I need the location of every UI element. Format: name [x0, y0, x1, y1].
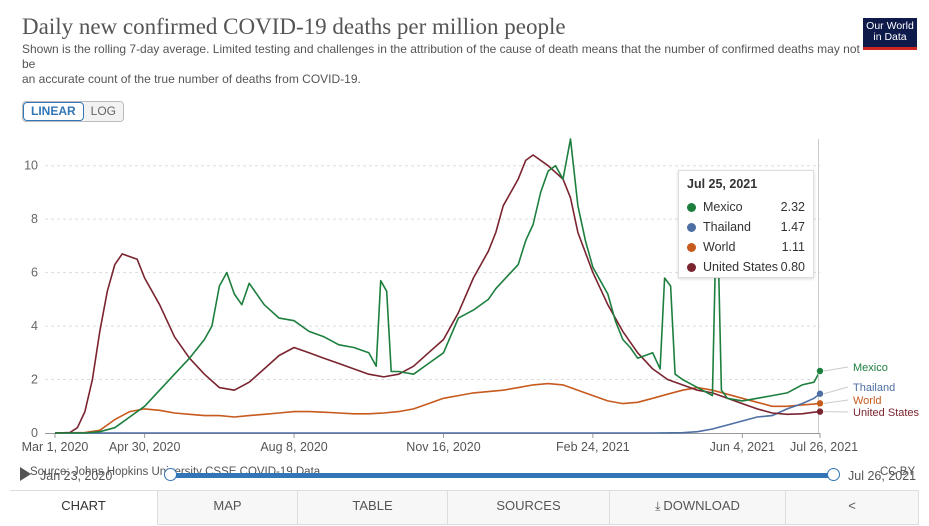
- series-end-marker: [817, 368, 823, 374]
- x-tick-label: Jun 4, 2021: [710, 440, 775, 454]
- share-button[interactable]: <: [786, 491, 919, 525]
- x-tick-label: Mar 1, 2020: [22, 440, 89, 454]
- tooltip-series-value: 2.32: [781, 200, 805, 214]
- legend-dot-icon: [687, 263, 696, 272]
- legend-dot-icon: [687, 223, 696, 232]
- series-end-marker: [817, 391, 823, 397]
- y-tick-label: 2: [31, 373, 38, 387]
- series-end-label: Thailand: [853, 382, 895, 394]
- y-tick-label: 6: [31, 266, 38, 280]
- x-tick-label: Apr 30, 2020: [109, 440, 181, 454]
- tab-bar: CHART MAP TABLE SOURCES ⤓DOWNLOAD <: [10, 490, 919, 526]
- legend-dot-icon: [687, 203, 696, 212]
- tooltip-series-name: World: [703, 240, 782, 254]
- download-label: DOWNLOAD: [663, 498, 740, 513]
- timeline-track[interactable]: [170, 473, 834, 478]
- y-tick-label: 0: [31, 426, 38, 440]
- x-tick-label: Jul 26, 2021: [790, 440, 858, 454]
- download-icon: ⤓: [655, 491, 660, 521]
- y-tick-label: 4: [31, 319, 38, 333]
- label-connector: [824, 387, 848, 394]
- tab-map[interactable]: MAP: [158, 491, 298, 525]
- series-end-marker: [817, 400, 823, 406]
- tab-sources[interactable]: SOURCES: [448, 491, 610, 525]
- tab-download[interactable]: ⤓DOWNLOAD: [610, 491, 786, 525]
- y-tick-label: 8: [31, 212, 38, 226]
- legend-dot-icon: [687, 243, 696, 252]
- series-end-marker: [817, 408, 823, 414]
- share-icon: <: [848, 498, 856, 513]
- tooltip-series-name: Thailand: [703, 220, 781, 234]
- tooltip-series-value: 1.11: [782, 240, 805, 254]
- tooltip-series-value: 1.47: [781, 220, 805, 234]
- series-end-label: World: [853, 395, 882, 407]
- timeline-end-handle[interactable]: [827, 468, 840, 481]
- series-end-label: Mexico: [853, 362, 888, 374]
- timeline-start-date: Jan 23, 2020: [40, 469, 112, 483]
- timeline-start-handle[interactable]: [164, 468, 177, 481]
- tooltip-series-name: United States: [703, 260, 781, 274]
- x-tick-label: Nov 16, 2020: [406, 440, 480, 454]
- label-connector: [824, 367, 848, 371]
- timeline-end-date: Jul 26, 2021: [848, 469, 916, 483]
- tooltip-series-name: Mexico: [703, 200, 781, 214]
- tooltip-date: Jul 25, 2021: [687, 177, 805, 191]
- series-end-label: United States: [853, 407, 920, 419]
- tooltip-series-value: 0.80: [781, 260, 805, 274]
- x-tick-label: Aug 8, 2020: [260, 440, 327, 454]
- x-tick-label: Feb 24, 2021: [556, 440, 630, 454]
- tab-chart[interactable]: CHART: [10, 491, 158, 525]
- tab-table[interactable]: TABLE: [298, 491, 448, 525]
- y-tick-label: 10: [24, 159, 38, 173]
- label-connector: [824, 400, 848, 403]
